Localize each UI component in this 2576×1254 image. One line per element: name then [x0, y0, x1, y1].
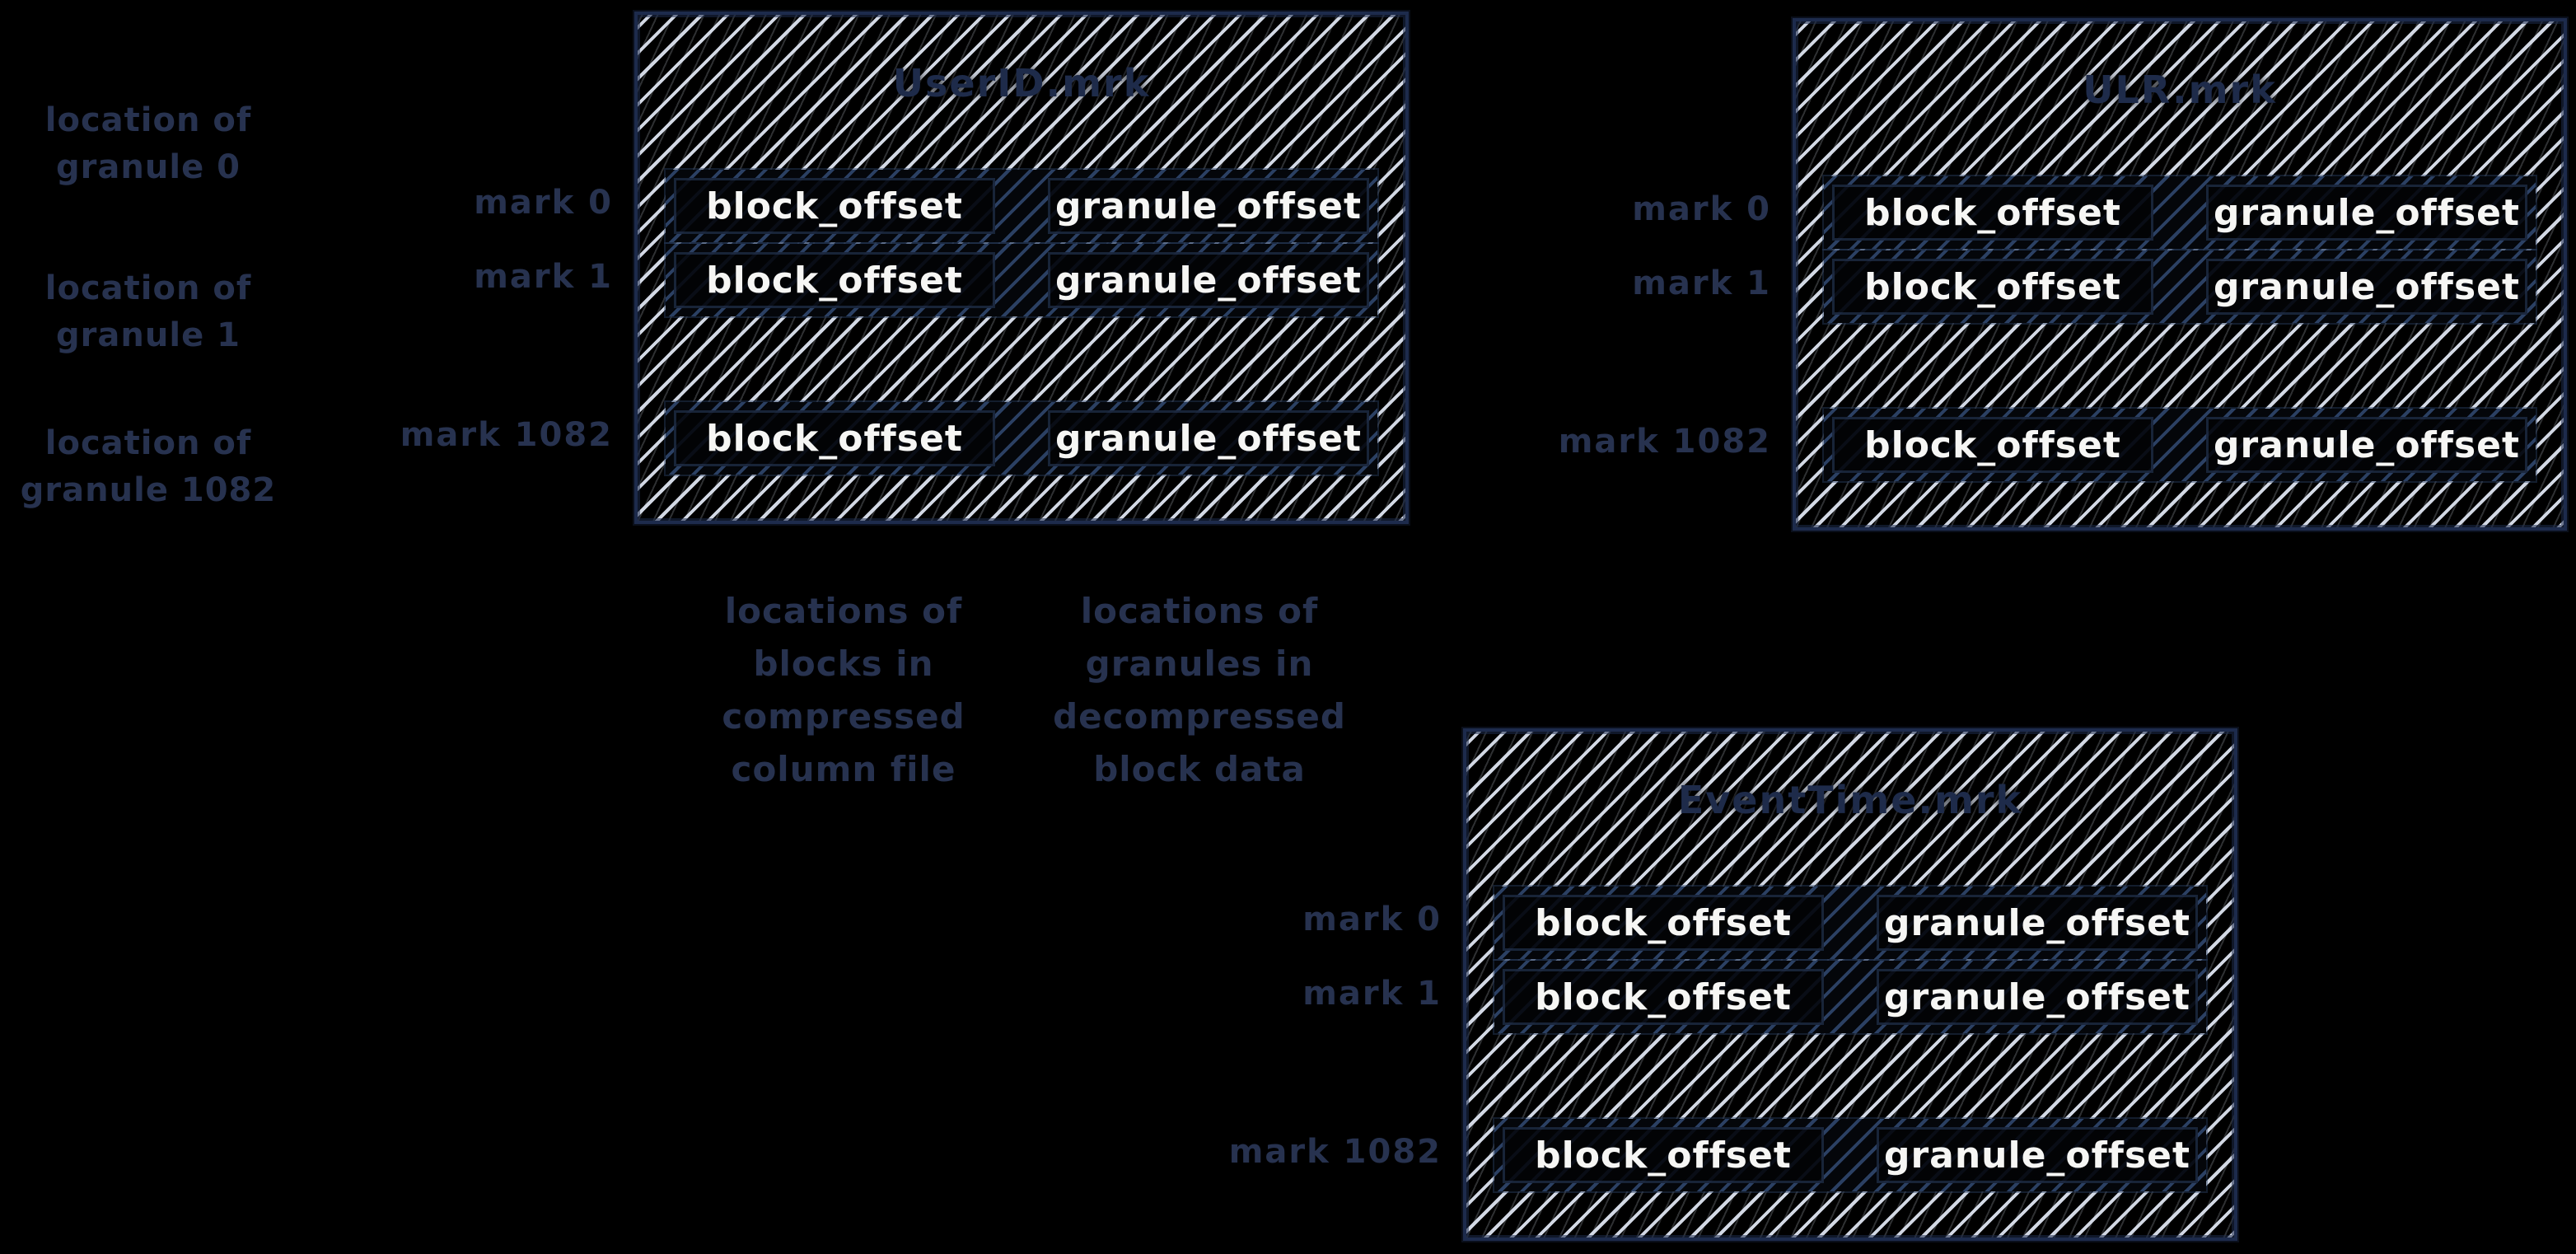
caption-line: blocks in [753, 643, 934, 684]
mark-file-title: EventTime.mrk [1677, 778, 2023, 822]
granule-offset-cell: granule_offset [1877, 895, 2198, 951]
annotation-line: granule 0 [56, 148, 241, 186]
caption-line: granules in [1085, 643, 1314, 684]
mark-label: mark 0 [474, 184, 613, 222]
block-offset-cell: block_offset [1503, 1127, 1824, 1183]
mark-label: mark 1 [1302, 975, 1442, 1013]
mark-file-url: mark 0 mark 1 mark 1082 ULR.mrk block_of… [1559, 18, 2567, 531]
mark-file-box: UserID.mrk block_offset granule_offset b… [634, 12, 1409, 524]
mark-file-title: UserID.mrk [892, 61, 1151, 105]
annotation-location-granule-0: location of granule 0 [0, 97, 297, 191]
caption-line: locations of [724, 591, 963, 631]
mark-row: block_offset granule_offset [666, 244, 1377, 316]
block-offset-cell: block_offset [1503, 895, 1824, 951]
caption-line: column file [731, 749, 956, 789]
mark-row: block_offset granule_offset [1494, 887, 2206, 959]
mark-row: block_offset granule_offset [1824, 250, 2536, 323]
granule-offset-cell: granule_offset [1877, 969, 2198, 1025]
mark-label: mark 1082 [1558, 423, 1771, 461]
mark-file-box: ULR.mrk block_offset granule_offset bloc… [1793, 18, 2567, 531]
block-offset-cell: block_offset [674, 410, 995, 466]
caption-line: locations of [1080, 591, 1319, 631]
annotation-line: granule 1 [56, 316, 241, 354]
annotation-line: location of [44, 269, 252, 307]
caption-granule-offsets: locations of granules in decompressed bl… [1018, 585, 1381, 796]
granule-offset-cell: granule_offset [1048, 252, 1369, 308]
block-offset-cell: block_offset [1503, 969, 1824, 1025]
block-offset-cell: block_offset [1832, 259, 2153, 315]
mark-file-eventtime: mark 0 mark 1 mark 1082 EventTime.mrk bl… [1229, 728, 2237, 1241]
mark-row: block_offset granule_offset [1494, 961, 2206, 1033]
annotation-location-granule-1: location of granule 1 [0, 265, 297, 359]
granule-offset-cell: granule_offset [2206, 185, 2527, 241]
mark-label: mark 0 [1632, 190, 1771, 228]
annotation-line: location of [44, 101, 252, 139]
granule-offset-cell: granule_offset [2206, 259, 2527, 315]
mark-file-userid: mark 0 mark 1 mark 1082 UserID.mrk block… [400, 12, 1409, 524]
granule-offset-cell: granule_offset [1048, 410, 1369, 466]
block-offset-cell: block_offset [1832, 185, 2153, 241]
granule-offset-cell: granule_offset [1048, 178, 1369, 234]
mark-file-box: EventTime.mrk block_offset granule_offse… [1463, 728, 2237, 1241]
mark-row: block_offset granule_offset [1824, 176, 2536, 249]
block-offset-cell: block_offset [674, 178, 995, 234]
mark-label: mark 1082 [400, 416, 613, 454]
annotation-line: location of [44, 424, 252, 462]
caption-block-offsets: locations of blocks in compressed column… [662, 585, 1025, 796]
mark-label: mark 0 [1302, 901, 1442, 938]
caption-line: compressed [722, 696, 965, 737]
mark-label: mark 1 [474, 258, 613, 296]
annotation-line: granule 1082 [20, 471, 277, 509]
mark-row: block_offset granule_offset [666, 170, 1377, 242]
granule-offset-cell: granule_offset [2206, 417, 2527, 473]
granule-offset-cell: granule_offset [1877, 1127, 2198, 1183]
mark-label: mark 1082 [1228, 1133, 1442, 1171]
block-offset-cell: block_offset [1832, 417, 2153, 473]
block-offset-cell: block_offset [674, 252, 995, 308]
caption-line: block data [1093, 749, 1306, 789]
mark-label: mark 1 [1632, 264, 1771, 302]
caption-line: decompressed [1053, 696, 1346, 737]
mark-row: block_offset granule_offset [666, 402, 1377, 475]
mark-row: block_offset granule_offset [1494, 1119, 2206, 1191]
mark-file-title: ULR.mrk [2083, 68, 2277, 112]
mark-row: block_offset granule_offset [1824, 409, 2536, 481]
annotation-location-granule-1082: location of granule 1082 [0, 420, 297, 514]
